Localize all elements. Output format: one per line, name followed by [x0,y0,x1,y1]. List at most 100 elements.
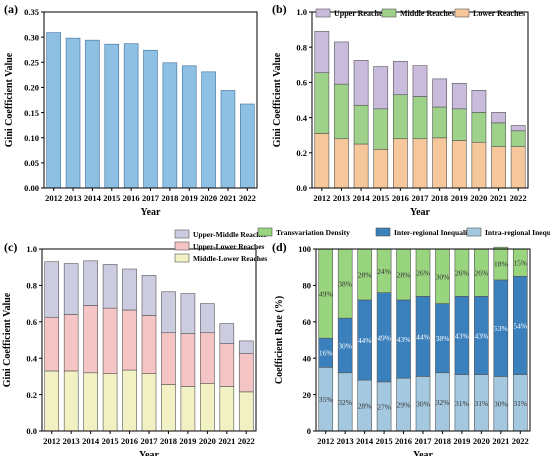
y-tick-label: 1.0 [296,7,307,17]
x-tick-label: 2019 [451,193,468,203]
panel-label: (a) [4,2,18,16]
chart-panel-3: (d) 35% 32% 28% 27% 29% 30% 32% 31% 31% 30% 31% 16% 3… [257,227,550,456]
x-tick-label: 2012 [313,193,330,203]
data-label: 43% [455,331,469,340]
bar-middle-reaches-2017 [412,96,428,140]
data-label: 32% [436,398,450,407]
bar-lower-reaches-2021 [491,146,506,189]
bar-value-2022 [240,103,255,189]
data-label: 28% [358,402,372,411]
panel-label: (c) [4,240,17,254]
y-tick-label: 0.4 [26,353,37,363]
x-tick-label: 2015 [372,193,389,203]
y-tick-label: 0.15 [24,108,39,118]
x-tick-label: 2019 [179,436,196,446]
x-tick-label: 2020 [473,436,490,446]
legend-swatch [454,8,470,18]
bar-upper-middle-reaches-2018 [161,291,176,334]
x-tick-label: 2021 [219,193,236,203]
legend: Transvariation Density Inter-regional Ine… [257,227,550,237]
bar-transvariation-density-2021 [493,246,509,281]
bar-middle-lower-reaches-2014 [83,372,98,432]
legend-label: Upper Reaches [334,9,386,18]
data-label: 29% [397,401,411,410]
bar-upper-reaches-2013 [334,41,349,85]
bar-lower-reaches-2019 [451,140,467,189]
bar-upper-lower-reaches-2013 [63,314,79,372]
bar-upper-lower-reaches-2015 [102,307,118,374]
data-label: 28% [397,270,411,279]
bar-upper-lower-reaches-2014 [83,305,98,374]
bar-value-2012 [46,32,61,189]
x-tick-label: 2021 [492,436,509,446]
x-tick-label: 2022 [238,436,255,446]
bar-middle-lower-reaches-2018 [161,384,176,432]
data-label: 30% [338,341,352,350]
legend-label: Upper-Lower Reaches [193,242,265,251]
x-tick-label: 2019 [453,436,470,446]
y-tick-label: 0.8 [26,281,37,291]
y-tick-label: 1.0 [26,244,37,254]
x-tick-label: 2018 [434,436,451,446]
y-tick-label: 0.2 [26,390,37,400]
bar-value-2013 [65,37,81,189]
bar-upper-middle-reaches-2016 [122,268,137,311]
bar-value-2014 [85,39,100,189]
y-tick-label: 20 [303,390,312,400]
bar-middle-reaches-2021 [491,122,506,147]
bar-upper-middle-reaches-2020 [200,303,215,334]
data-label: 44% [358,336,372,345]
x-tick-label: 2022 [239,193,256,203]
bar-middle-lower-reaches-2022 [238,391,254,432]
x-tick-label: 2015 [376,436,393,446]
x-axis-title: Year [139,450,160,456]
bar-lower-reaches-2020 [471,141,487,189]
bar-lower-reaches-2014 [353,143,369,189]
panel-label: (d) [272,240,287,254]
y-tick-label: 0.6 [296,78,307,88]
bar-lower-reaches-2017 [412,138,428,189]
x-tick-label: 2020 [199,436,216,446]
bar-middle-reaches-2014 [353,104,369,145]
bar-upper-lower-reaches-2021 [219,343,235,387]
legend-swatch [315,8,331,18]
x-axis-title: Year [410,207,431,218]
bar-value-2018 [162,62,178,189]
x-tick-label: 2016 [395,436,412,446]
data-label: 30% [494,400,508,409]
bar-middle-lower-reaches-2017 [141,373,157,432]
bar-middle-lower-reaches-2020 [200,383,215,432]
legend-label: Upper-Middle Reaches [193,230,267,239]
data-label: 27% [377,402,391,411]
y-axis-title: Coefficient Rate (%) [274,296,285,384]
y-tick-label: 0.10 [24,133,39,143]
bar-upper-middle-reaches-2021 [219,323,235,344]
x-tick-label: 2017 [415,436,433,446]
legend-swatch [174,253,190,263]
bar-upper-lower-reaches-2022 [238,353,254,393]
x-tick-label: 2015 [102,436,119,446]
legend-label: Transvariation Density [276,228,350,237]
data-label: 54% [513,321,527,330]
y-tick-label: 0.8 [296,42,307,52]
data-label: 30% [436,272,450,281]
bar-value-2019 [181,65,197,189]
bar-lower-reaches-2013 [334,138,349,189]
data-label: 53% [494,324,508,333]
bar-middle-reaches-2013 [334,83,349,140]
bar-upper-middle-reaches-2022 [238,340,254,354]
x-tick-label: 2013 [65,193,82,203]
bar-value-2015 [104,43,120,189]
y-tick-label: 0.25 [24,57,39,67]
bar-value-2021 [220,90,236,189]
y-tick-label: 100 [298,244,311,254]
y-tick-label: 0.20 [24,83,39,93]
bar-upper-reaches-2012 [314,31,330,74]
bar-middle-lower-reaches-2019 [180,386,196,432]
bar-upper-lower-reaches-2016 [122,309,137,371]
data-label: 15% [513,259,527,268]
bar-upper-middle-reaches-2012 [44,261,60,318]
x-tick-label: 2014 [84,193,102,203]
